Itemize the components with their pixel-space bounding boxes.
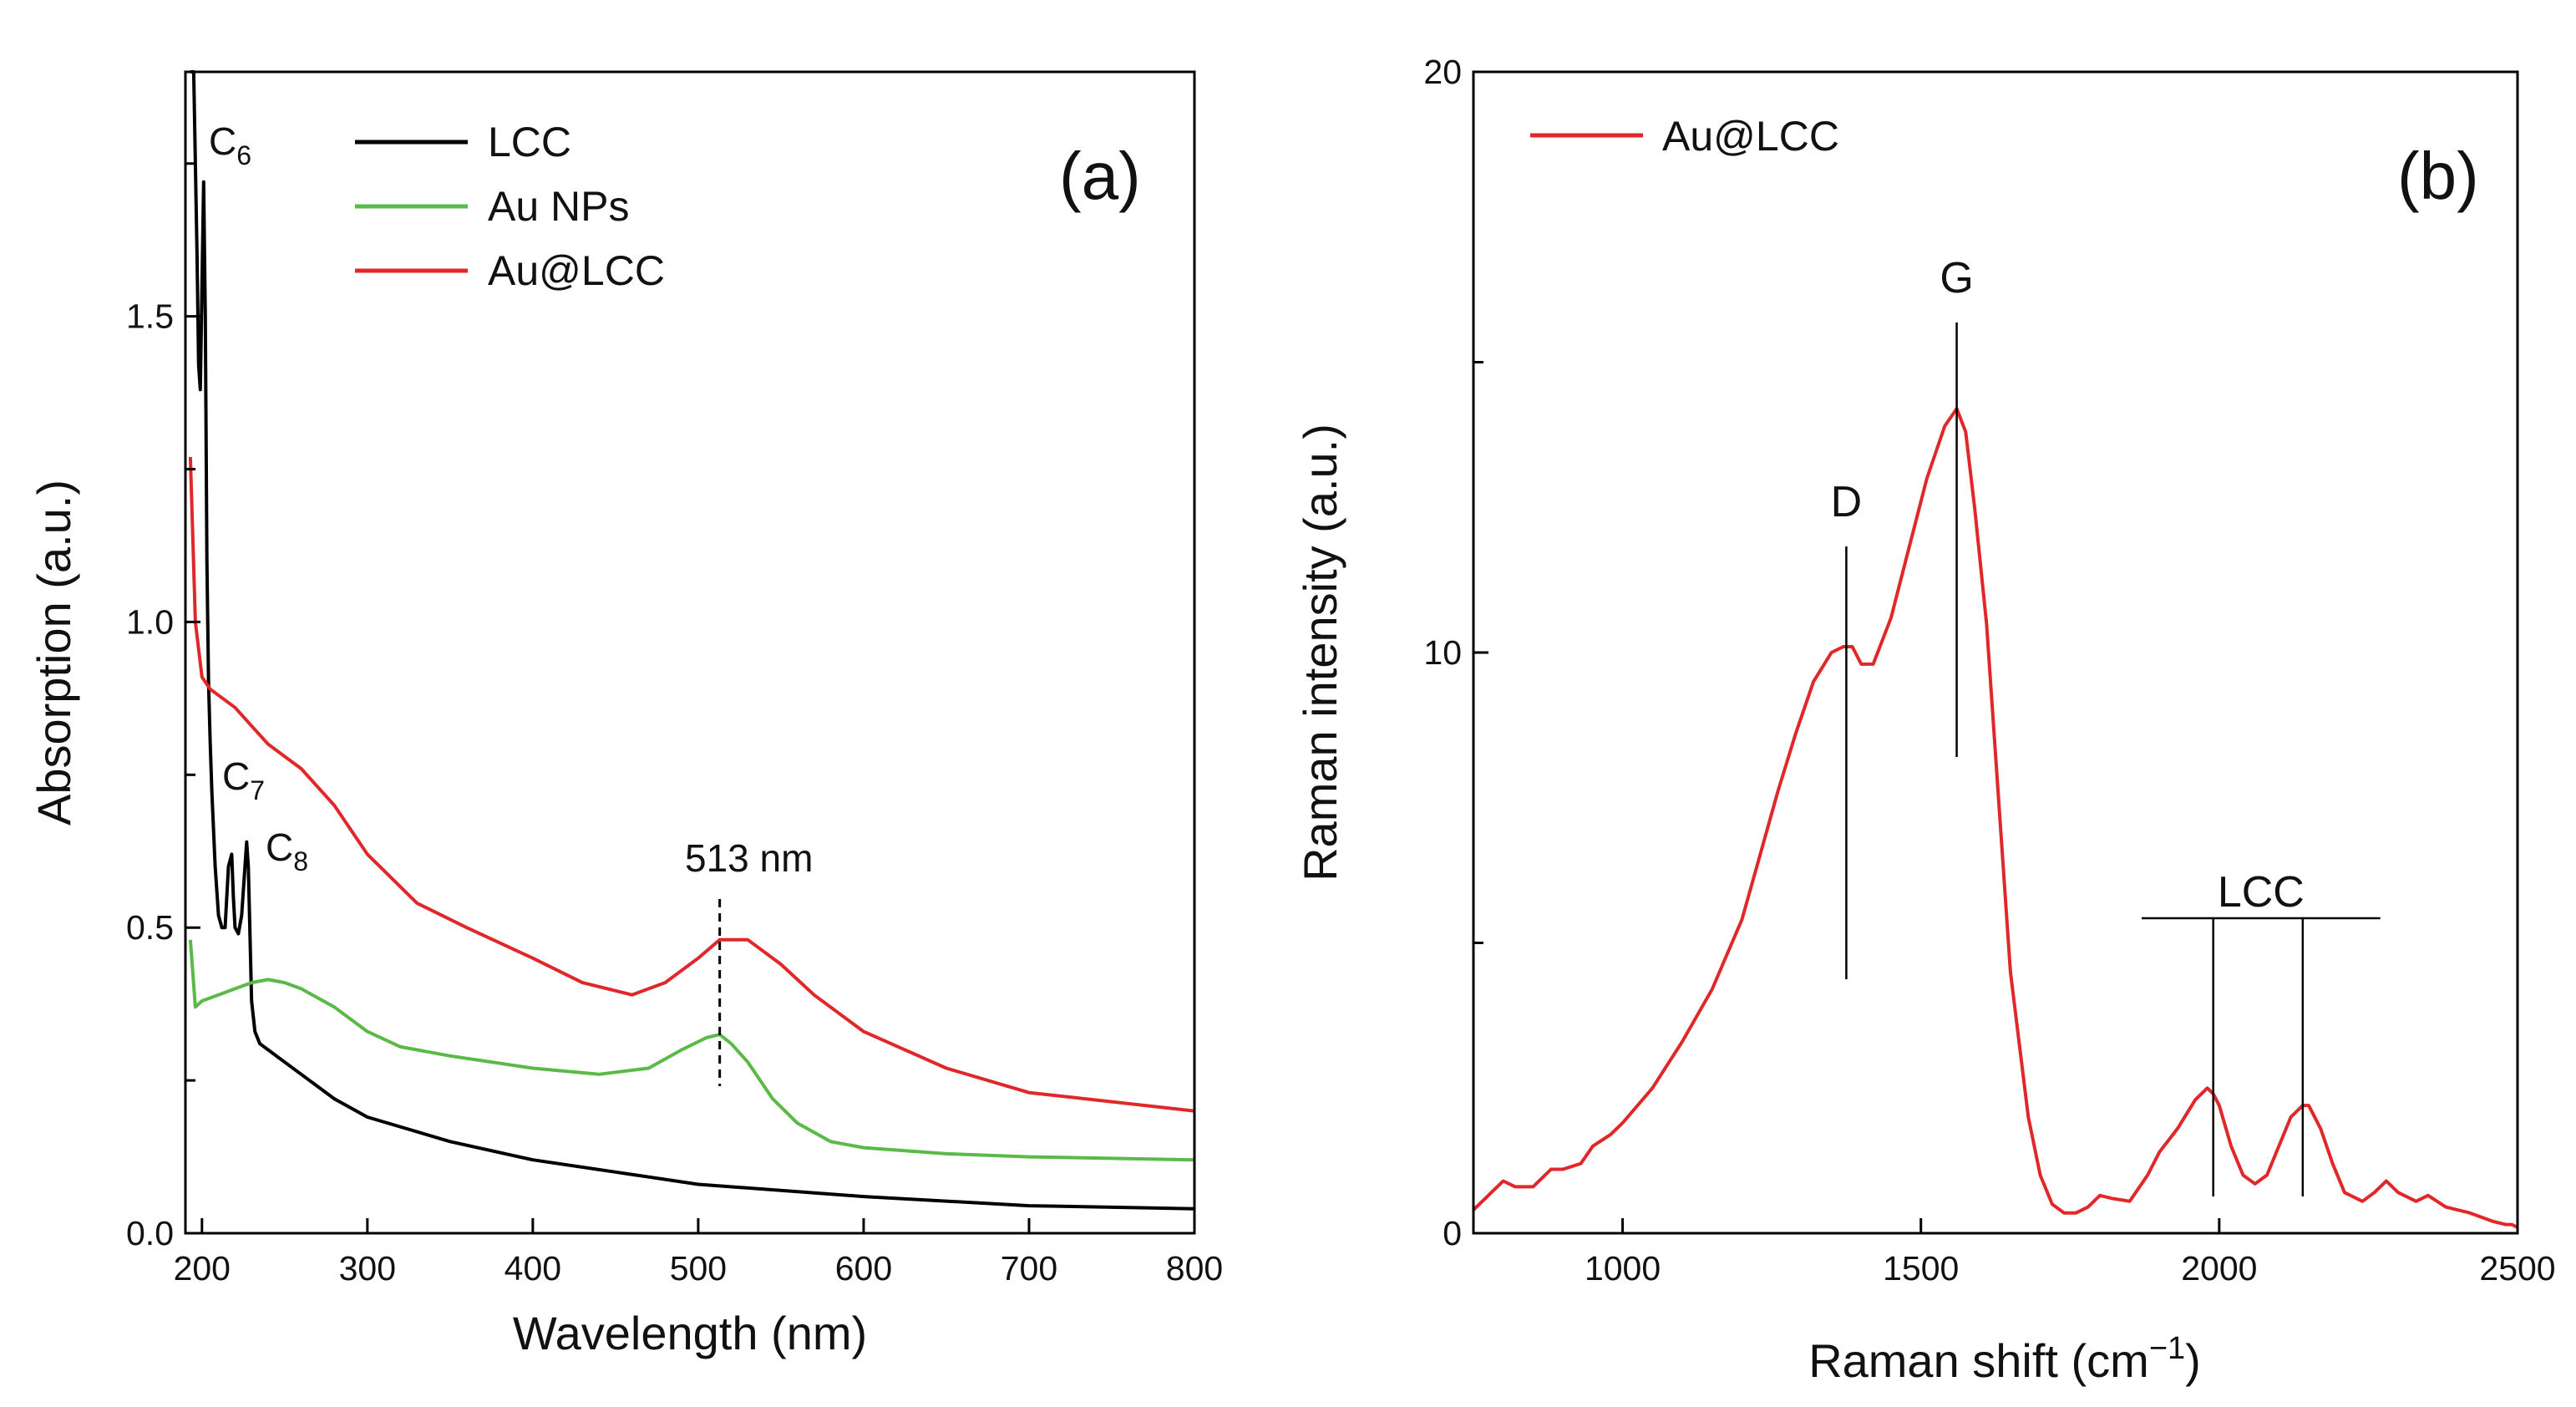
panel-a-frame — [184, 70, 1196, 1235]
panel-a-series-au-lcc — [188, 456, 1195, 1113]
panel-b-label: (b) — [2397, 139, 2479, 213]
panel-a-x-tick-label: 600 — [835, 1249, 892, 1288]
panel-a-series-lcc — [190, 70, 1195, 1211]
panel-a-x-tick-label: 500 — [670, 1249, 727, 1288]
panel-a-y-axis-title: Absorption (a.u.) — [28, 480, 80, 825]
panel-a-absorption-chart: 200 300 400 500 600 700 800 0.0 0.5 1.0 1.5 LCC Au… — [28, 70, 1223, 1359]
annotation-c8: C8 — [266, 825, 308, 876]
panel-a-y-tick-label: 1.0 — [126, 602, 174, 641]
legend-label-au-nps: Au NPs — [488, 183, 630, 230]
panel-a-x-tick-label: 300 — [339, 1249, 396, 1288]
panel-b-frame — [1472, 70, 2519, 1235]
panel-a-y-tick-label: 0.5 — [126, 908, 174, 947]
annotation-c6: C6 — [209, 119, 251, 170]
annotation-513nm: 513 nm — [685, 836, 813, 880]
panel-b-ticks: 1000 1500 2000 2500 0 10 20 — [1423, 53, 2555, 1288]
legend-label-au-lcc: Au@LCC — [488, 247, 665, 294]
panel-a-x-tick-label: 700 — [1001, 1249, 1057, 1288]
panel-a-x-tick-label: 200 — [174, 1249, 231, 1288]
panel-b-x-tick-label: 2000 — [2181, 1249, 2257, 1288]
panel-b-y-tick-label: 20 — [1423, 53, 1462, 91]
panel-b-y-axis-title: Raman intensity (a.u.) — [1294, 424, 1346, 881]
panel-b-raman-chart: 1000 1500 2000 2500 0 10 20 Au@LCC (b) D G LCC… — [1294, 53, 2556, 1387]
panel-a-label: (a) — [1059, 139, 1141, 213]
annotation-d-band: D — [1831, 478, 1863, 526]
panel-a-series — [188, 70, 1195, 1211]
annotation-g-band: G — [1940, 254, 1973, 302]
panel-a-y-tick-label: 0.0 — [126, 1214, 174, 1252]
panel-a-x-tick-label: 800 — [1166, 1249, 1223, 1288]
panel-a-legend: LCC Au NPs Au@LCC — [355, 119, 665, 294]
legend-label-lcc: LCC — [488, 119, 571, 165]
panel-a-x-tick-label: 400 — [505, 1249, 561, 1288]
panel-b-y-tick-label: 0 — [1443, 1214, 1462, 1252]
panel-b-legend: Au@LCC — [1530, 113, 1839, 160]
annotation-c7: C7 — [222, 754, 265, 805]
panel-b-x-tick-label: 1500 — [1883, 1249, 1959, 1288]
panel-a-y-tick-label: 1.5 — [126, 297, 174, 336]
panel-b-series-au-lcc — [1472, 407, 2518, 1229]
panel-b-y-tick-label: 10 — [1423, 633, 1462, 672]
legend-label-au-lcc-b: Au@LCC — [1662, 113, 1839, 160]
panel-a-ticks: 200 300 400 500 600 700 800 0.0 0.5 1.0 1.5 — [126, 162, 1223, 1288]
panel-b-x-axis-title: Raman shift (cm−1) — [1808, 1331, 2201, 1387]
panel-b-series — [1472, 407, 2518, 1229]
panel-a-series-au-nps — [188, 939, 1195, 1162]
panel-a-x-axis-title: Wavelength (nm) — [513, 1307, 867, 1359]
annotation-lcc: LCC — [2218, 868, 2305, 917]
panel-b-x-tick-label: 2500 — [2479, 1249, 2555, 1288]
panel-b-x-tick-label: 1000 — [1585, 1249, 1661, 1288]
